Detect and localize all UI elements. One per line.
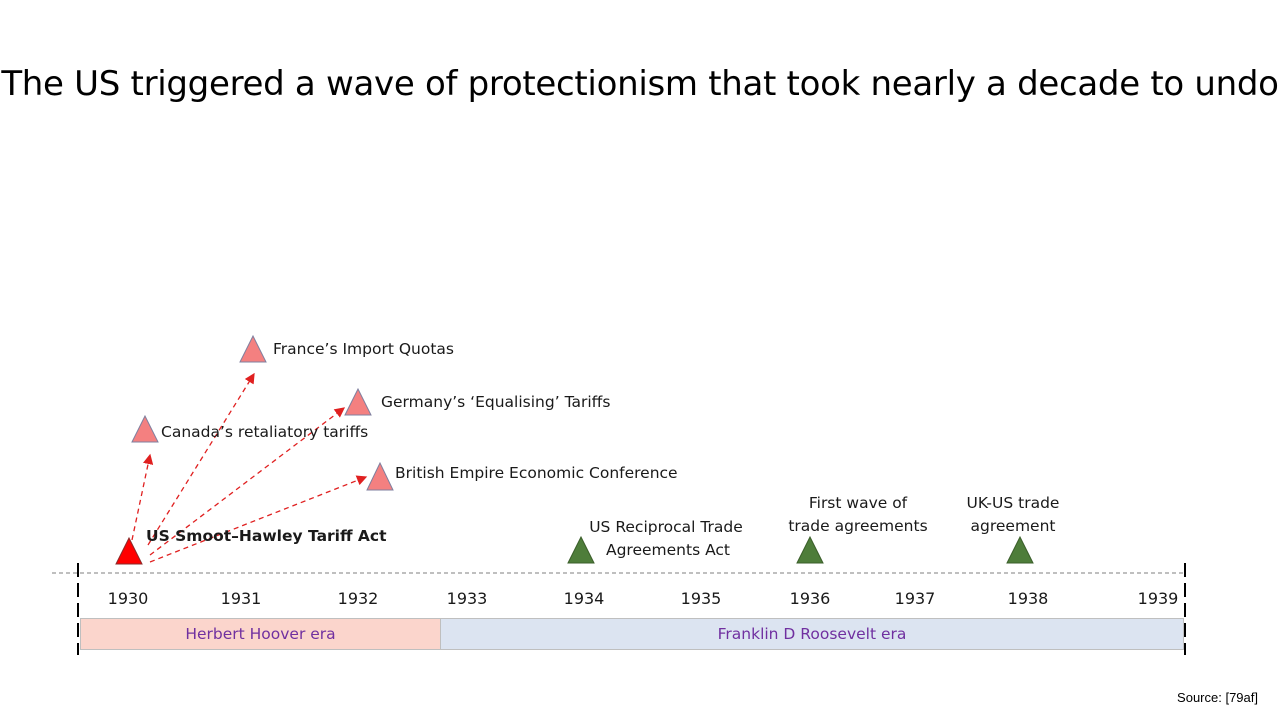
year-label: 1931	[221, 589, 262, 608]
liberalisation-triangle-icon	[796, 535, 824, 564]
year-label: 1935	[681, 589, 722, 608]
protection-triangle-icon	[131, 414, 159, 443]
year-label: 1934	[564, 589, 605, 608]
event-label-first-wave: trade agreements	[788, 517, 927, 535]
event-label-uk-us: UK-US trade	[967, 494, 1060, 512]
liberalisation-triangle-icon	[1006, 535, 1034, 564]
protection-triangle-icon	[366, 461, 394, 491]
retaliation-arrow-britain	[149, 475, 368, 563]
event-label-france: France’s Import Quotas	[273, 340, 454, 358]
source-note: Source: [79af]	[1177, 690, 1258, 705]
protection-triangle-icon	[239, 334, 267, 363]
event-label-germany: Germany’s ‘Equalising’ Tariffs	[381, 393, 610, 411]
protection-triangle-icon	[344, 387, 372, 416]
event-label-uk-us: agreement	[971, 517, 1056, 535]
era-band-hoover: Herbert Hoover era	[80, 618, 441, 650]
retaliation-arrow-canada	[131, 453, 154, 541]
year-label: 1939	[1138, 589, 1179, 608]
year-label: 1936	[790, 589, 831, 608]
page-title: The US triggered a wave of protectionism…	[1, 64, 1279, 104]
year-label: 1932	[338, 589, 379, 608]
year-label: 1938	[1008, 589, 1049, 608]
liberalisation-triangle-icon	[567, 535, 595, 564]
year-label: 1937	[895, 589, 936, 608]
event-label-smoot-hawley: US Smoot–Hawley Tariff Act	[146, 527, 387, 545]
era-band-roosevelt: Franklin D Roosevelt era	[440, 618, 1184, 650]
event-label-first-wave: First wave of	[809, 494, 908, 512]
year-label: 1930	[108, 589, 149, 608]
event-label-canada: Canada’s retaliatory tariffs	[161, 423, 368, 441]
retaliation-arrow-france	[147, 372, 255, 546]
retaliation-arrow-germany	[149, 407, 346, 556]
year-label: 1933	[447, 589, 488, 608]
event-label-rta: US Reciprocal Trade	[589, 518, 743, 536]
event-label-britain: British Empire Economic Conference	[395, 464, 678, 482]
trigger-triangle-icon	[115, 536, 143, 565]
event-label-rta: Agreements Act	[606, 541, 730, 559]
